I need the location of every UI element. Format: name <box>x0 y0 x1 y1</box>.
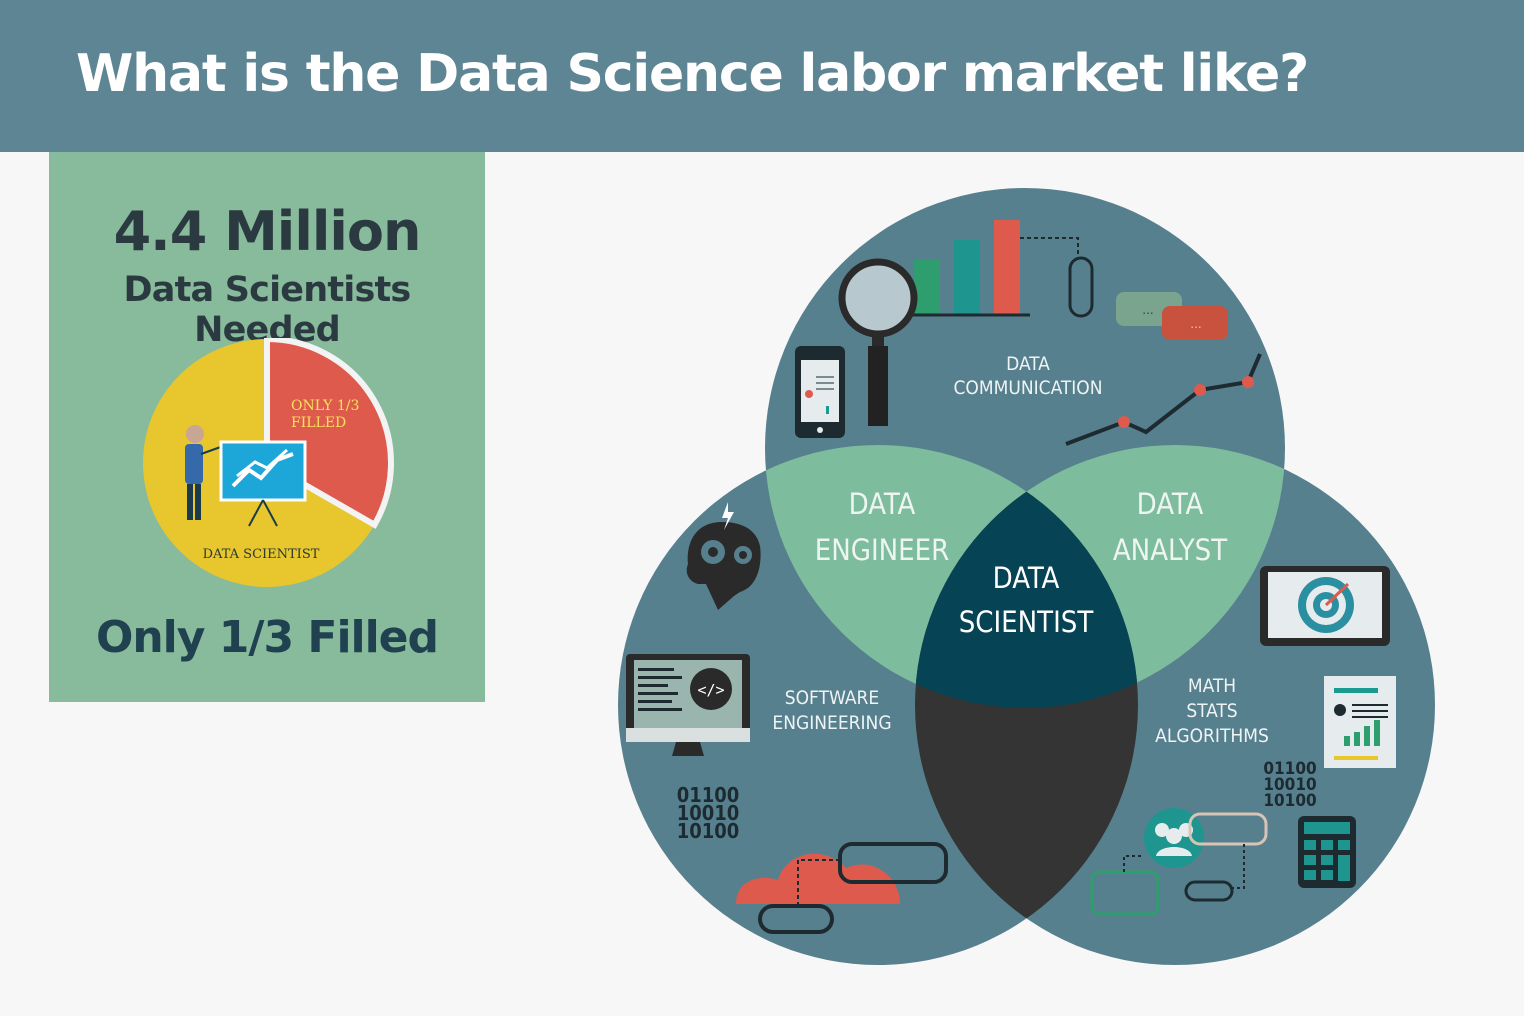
presenter-icon <box>185 425 230 520</box>
chat-icon: ... ... <box>1116 292 1228 340</box>
binary-right-line1: 01100 <box>1263 759 1316 779</box>
chat-dots-2: ... <box>1190 317 1201 331</box>
page-title: What is the Data Science labor market li… <box>76 44 1309 104</box>
venn-diagram: ... ... </> <box>618 188 1435 965</box>
calculator-icon <box>1298 816 1356 888</box>
venn-label-software-line2: ENGINEERING <box>772 712 891 734</box>
venn-label-math-line3: ALGORITHMS <box>1155 725 1269 747</box>
venn-label-communication-line1: DATA <box>1006 353 1050 375</box>
target-icon <box>1260 566 1390 646</box>
binary-right-line2: 10010 <box>1263 775 1316 795</box>
venn-label-communication-line2: COMMUNICATION <box>953 377 1102 399</box>
venn-label-software-line1: SOFTWARE <box>785 687 879 709</box>
cloud-icon <box>736 842 948 934</box>
stat-footer: Only 1/3 Filled <box>95 612 439 663</box>
line-chart-icon <box>1065 353 1262 446</box>
monitor-code-icon: </> <box>626 654 750 756</box>
report-icon <box>1324 676 1396 768</box>
chat-dots-1: ... <box>1142 303 1153 317</box>
stat-number: 4.4 Million <box>113 200 422 263</box>
header-bar: What is the Data Science labor market li… <box>0 0 1524 152</box>
binary-right-line3: 10100 <box>1263 791 1316 811</box>
binary-left-line1: 01100 <box>677 783 740 807</box>
venn-label-math-line1: MATH <box>1188 675 1236 697</box>
stat-card: 4.4 Million Data Scientists Needed ONLY … <box>49 152 485 702</box>
venn-label-math-line2: STATS <box>1186 700 1237 722</box>
venn-label-engineer-line2: ENGINEER <box>815 533 950 567</box>
presentation-board-icon <box>219 440 307 527</box>
binary-left-line3: 10100 <box>677 819 740 843</box>
magnifier-icon <box>838 258 918 426</box>
stat-subtitle: Data Scientists Needed <box>123 270 412 350</box>
venn-label-scientist-line1: DATA <box>993 561 1060 595</box>
binary-left-line2: 10010 <box>677 801 740 825</box>
venn-label-scientist-line2: SCIENTIST <box>959 605 1095 639</box>
venn-label-analyst-line2: ANALYST <box>1113 533 1228 567</box>
venn-overlap-center <box>915 445 1138 708</box>
venn-label-analyst-line1: DATA <box>1137 487 1204 521</box>
code-symbol: </> <box>697 681 724 699</box>
brain-gears-icon <box>686 502 761 610</box>
venn-label-engineer-line1: DATA <box>849 487 916 521</box>
team-icon <box>1090 808 1268 916</box>
phone-icon <box>795 346 845 438</box>
pie-slice-label-line1: ONLY 1/3 <box>291 398 359 414</box>
pie-main-label: DATA SCIENTIST <box>203 547 320 562</box>
filled-pie-chart: ONLY 1/3 FILLED DATA SCIENTIST <box>143 338 394 587</box>
pie-slice-label-line2: FILLED <box>291 415 346 431</box>
